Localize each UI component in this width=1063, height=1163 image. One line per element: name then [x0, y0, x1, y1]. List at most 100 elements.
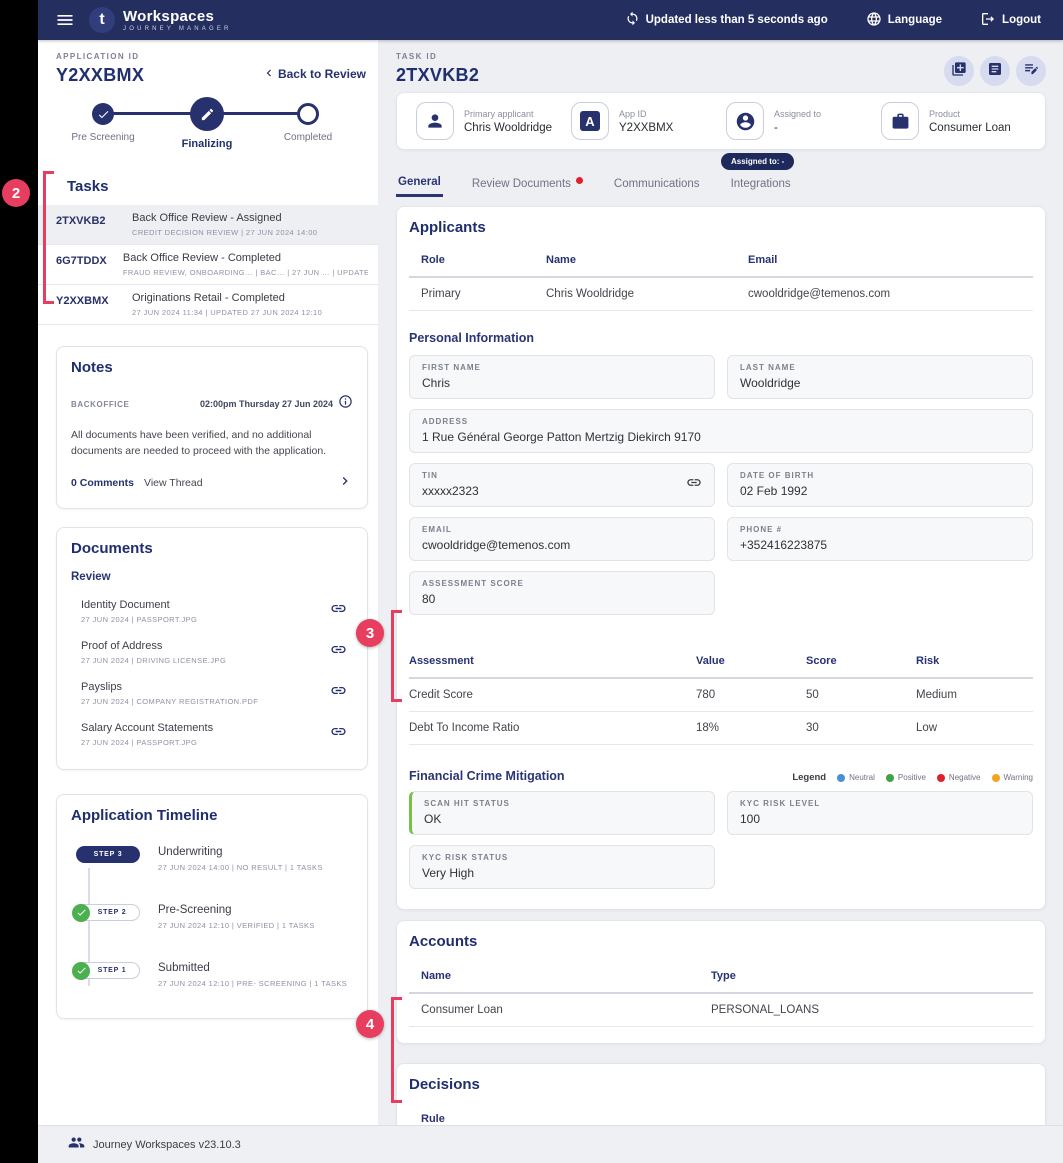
summary-primary-applicant: Primary applicant Chris Wooldridge [397, 102, 552, 140]
notes-list-button[interactable] [980, 56, 1010, 86]
applicants-header-row: Role Name Email [409, 248, 1033, 278]
step-label-finalizing: Finalizing [181, 138, 233, 150]
briefcase-icon [881, 102, 919, 140]
general-card: Applicants Role Name Email Primary Chris… [396, 206, 1046, 910]
person-circle-icon [726, 102, 764, 140]
language-button[interactable]: Language [866, 11, 942, 30]
notes-title: Notes [71, 359, 113, 376]
legend-positive: Positive [885, 773, 926, 782]
tab-bar: General Review Documents Communications … [396, 176, 1046, 197]
unread-indicator [575, 177, 583, 184]
address-field: ADDRESS 1 Rue Général George Patton Mert… [409, 409, 1033, 453]
legend-warning: Warning [991, 773, 1033, 782]
task-row-2txvkb2[interactable]: 2TXVKB2 Back Office Review - Assigned CR… [38, 205, 378, 245]
documents-title: Documents [71, 539, 153, 557]
check-icon [72, 903, 90, 922]
status-legend: Legend Neutral Positive Negative Warning [792, 772, 1033, 783]
link-icon[interactable] [330, 600, 347, 622]
add-document-button[interactable] [944, 56, 974, 86]
globe-icon [866, 11, 882, 30]
info-icon[interactable] [338, 394, 353, 414]
positive-dot-icon [885, 773, 894, 782]
timeline-card: Application Timeline STEP 3 Underwriting… [56, 793, 368, 1019]
date-of-birth-field: DATE OF BIRTH 02 Feb 1992 [727, 463, 1033, 507]
people-icon [68, 1134, 85, 1156]
person-icon [416, 102, 454, 140]
notes-card: Notes BACKOFFICE 02:00pm Thursday 27 Jun… [56, 346, 368, 509]
assigned-to-tooltip: Assigned to: - [721, 153, 795, 170]
timeline-connector [88, 867, 90, 986]
link-icon[interactable] [330, 723, 347, 745]
link-icon[interactable] [330, 682, 347, 704]
link-icon[interactable] [330, 641, 347, 663]
accounts-card: Accounts Name Type Consumer Loan PERSONA… [396, 920, 1046, 1044]
account-row: Consumer Loan PERSONAL_LOANS [409, 994, 1033, 1027]
version-text: Journey Workspaces v23.10.3 [93, 1138, 241, 1151]
step-label-prescreening: Pre Screening [71, 132, 135, 143]
assessment-score-field: ASSESSMENT SCORE 80 [409, 571, 715, 615]
task-row-y2xxbmx[interactable]: Y2XXBMX Originations Retail - Completed … [38, 285, 378, 325]
decisions-title: Decisions [409, 1076, 480, 1093]
application-stepper: Pre Screening Finalizing Completed [38, 88, 378, 156]
main-panel: TASK ID 2TXVKB2 Pr [378, 40, 1063, 1163]
accounts-title: Accounts [409, 933, 478, 950]
tab-review-documents[interactable]: Review Documents [470, 176, 585, 197]
step-badge: STEP 3 [76, 845, 140, 863]
language-label: Language [887, 14, 943, 26]
app-logo: t Workspaces JOURNEY MANAGER [89, 7, 232, 33]
annotation-bracket-4 [391, 997, 402, 1103]
summary-assigned-to[interactable]: Assigned to - [707, 102, 862, 140]
annotation-bracket-3 [391, 610, 402, 702]
link-icon[interactable] [686, 475, 702, 496]
task-id-label: TASK ID [396, 52, 438, 61]
accounts-header-row: Name Type [409, 964, 1033, 994]
refresh-status[interactable]: Updated less than 5 seconds ago [625, 11, 828, 29]
assessment-row-credit-score: Credit Score 780 50 Medium [409, 679, 1033, 712]
edit-note-button[interactable] [1016, 56, 1046, 86]
tasks-title: Tasks [67, 178, 109, 195]
logout-icon [980, 11, 996, 30]
timeline-title: Application Timeline [71, 806, 218, 824]
first-name-field: FIRST NAME Chris [409, 355, 715, 399]
chevron-right-icon[interactable] [337, 473, 353, 494]
hamburger-menu-icon[interactable] [55, 10, 75, 30]
application-id-label: APPLICATION ID [56, 52, 140, 61]
left-panel: APPLICATION ID Y2XXBMX Back to Review Pr… [38, 40, 378, 1125]
summary-app-id: A App ID Y2XXBMX [552, 102, 707, 140]
view-thread-link[interactable]: View Thread [144, 477, 203, 490]
step-badge: STEP 1 [72, 961, 140, 980]
check-icon [72, 961, 90, 980]
legend-negative: Negative [936, 773, 981, 782]
timeline-step-3: STEP 3 Underwriting 27 JUN 2024 14:00 | … [76, 845, 353, 886]
annotation-marker-2: 2 [2, 179, 30, 207]
annotation-marker-4: 4 [356, 1010, 384, 1038]
step-current-icon [190, 97, 224, 131]
documents-card: Documents Review Identity Document 27 JU… [56, 526, 368, 770]
summary-product: Product Consumer Loan [862, 102, 1017, 140]
updated-text: Updated less than 5 seconds ago [645, 14, 828, 26]
timeline-step-1: STEP 1 Submitted 27 JUN 2024 12:10 | PRE… [72, 961, 353, 1002]
task-list: 2TXVKB2 Back Office Review - Assigned CR… [38, 205, 378, 325]
tab-communications[interactable]: Communications [613, 177, 700, 190]
logout-label: Logout [1002, 14, 1041, 26]
back-to-review-link[interactable]: Back to Review [262, 60, 366, 88]
assessment-header-row: Assessment Value Score Risk [409, 649, 1033, 679]
email-field: EMAIL cwooldridge@temenos.com [409, 517, 715, 561]
application-id: Y2XXBMX [56, 65, 145, 85]
comments-count: 0 Comments [71, 477, 135, 490]
note-timestamp: 02:00pm Thursday 27 Jun 2024 [199, 399, 333, 409]
step-done-icon [92, 103, 114, 125]
task-row-6g7tddx[interactable]: 6G7TDDX Back Office Review - Completed F… [38, 245, 378, 285]
note-author: BACKOFFICE [71, 399, 130, 409]
phone-field: PHONE # +352416223875 [727, 517, 1033, 561]
tab-general[interactable]: General [396, 176, 443, 197]
document-lines-icon [987, 61, 1003, 82]
library-add-icon [951, 61, 967, 82]
logout-button[interactable]: Logout [980, 11, 1041, 30]
personal-information-title: Personal Information [409, 331, 535, 345]
kyc-risk-level-field: KYC RISK LEVEL 100 [727, 791, 1033, 835]
task-id: 2TXVKB2 [396, 65, 480, 85]
assessment-row-dti: Debt To Income Ratio 18% 30 Low [409, 712, 1033, 745]
document-item-address: Proof of Address 27 JUN 2024 | DRIVING L… [71, 632, 353, 673]
tab-integrations[interactable]: Integrations [730, 177, 791, 190]
